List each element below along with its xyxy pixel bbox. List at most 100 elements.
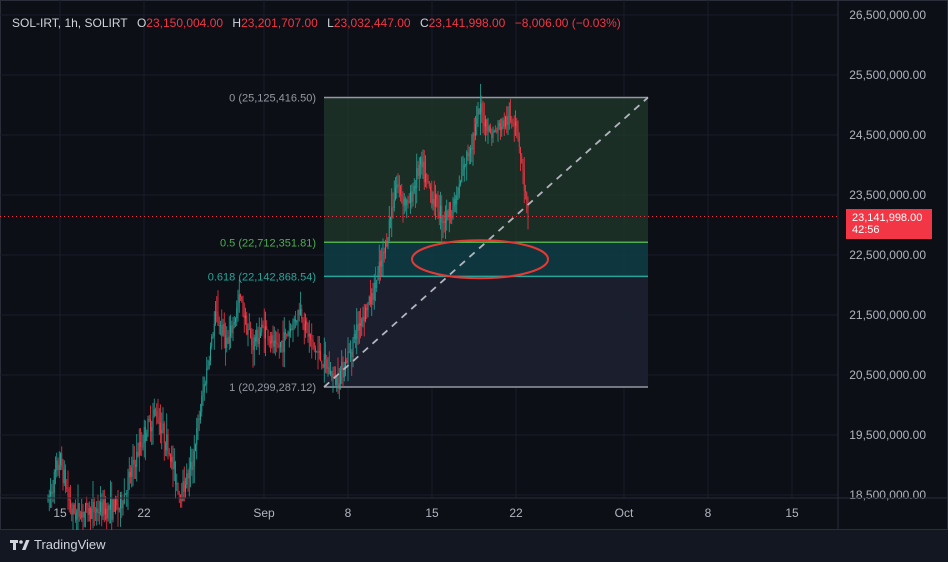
candle-body: [192, 466, 194, 470]
candle-body: [316, 351, 318, 353]
tradingview-logo[interactable]: TradingView: [10, 537, 106, 552]
candle-body: [263, 327, 265, 339]
candle-body: [335, 374, 336, 385]
candle-body: [251, 337, 253, 346]
candle-body: [108, 505, 110, 510]
candle-body: [237, 302, 239, 308]
candle-body: [276, 342, 278, 344]
candle-body: [101, 502, 103, 517]
candle-body: [345, 360, 346, 372]
candle-body: [318, 351, 320, 353]
candle-body: [217, 312, 219, 326]
time-axis[interactable]: 15 22 Sep 8 15 22 Oct 8 15: [0, 497, 948, 520]
candle-body: [432, 198, 434, 204]
candle-body: [506, 116, 508, 125]
candle-body: [47, 496, 49, 501]
fib-level-label: 0.618 (22,142,868.54): [208, 271, 316, 283]
candle-body: [291, 328, 293, 330]
candle-body: [233, 322, 235, 325]
candle-body: [333, 374, 335, 375]
candle-body: [417, 168, 419, 176]
candle-body: [195, 445, 196, 452]
candle-body: [288, 331, 290, 336]
candle-body: [388, 219, 390, 238]
candle-body: [57, 460, 59, 470]
candle-body: [380, 261, 381, 267]
candle-body: [321, 360, 323, 364]
candle-body: [523, 170, 525, 192]
last-price-value: 23,141,998.00: [852, 212, 923, 225]
candle-body: [80, 516, 81, 518]
candle-body: [490, 126, 491, 134]
open-label: O: [136, 16, 147, 30]
candle-body: [87, 505, 89, 515]
candle-body: [111, 498, 113, 520]
candle-body: [178, 493, 180, 495]
candle-body: [512, 122, 514, 125]
bar-countdown: 42:56: [852, 224, 880, 237]
candle-body: [223, 324, 225, 336]
candle-body: [72, 504, 74, 515]
candle-body: [342, 362, 344, 378]
candle-body: [292, 320, 294, 330]
candle-body: [301, 308, 303, 319]
candle-body: [448, 202, 450, 217]
candle-body: [477, 108, 479, 119]
candle-body: [58, 464, 60, 470]
candle-body: [358, 323, 360, 331]
candle-body: [133, 459, 135, 465]
candle-body: [365, 307, 366, 321]
candle-body: [137, 451, 139, 457]
price-axis[interactable]: 26,500,000.00 25,500,000.00 24,500,000.00 2…: [837, 0, 926, 530]
candle-body: [297, 309, 299, 321]
candle-body: [113, 499, 115, 512]
fib-level-label: 0.5 (22,712,351.81): [220, 237, 316, 249]
candle-body: [353, 334, 355, 340]
candle-body: [526, 192, 528, 201]
highlight-ellipse[interactable]: [411, 239, 549, 280]
candle-body: [295, 319, 296, 323]
candle-body: [235, 318, 236, 323]
candle-body: [507, 116, 509, 125]
candle-body: [275, 340, 276, 343]
fibonacci-retracement[interactable]: 0 (25,125,416.50) 0.5 (22,712,351.81) 0.61…: [208, 92, 648, 394]
candle-body: [466, 151, 468, 166]
candle-body: [188, 467, 190, 479]
candle-body: [122, 503, 124, 509]
candle-body: [307, 324, 309, 337]
candle-body: [413, 185, 415, 192]
candle-body: [145, 426, 146, 441]
candle-body: [166, 434, 168, 451]
candle-body: [446, 210, 448, 221]
candle-body: [161, 429, 163, 434]
candle-body: [238, 294, 240, 303]
candle-body: [272, 335, 274, 347]
candle-body: [268, 339, 270, 341]
candle-body: [77, 503, 79, 511]
candle-body: [150, 419, 151, 432]
candle-body: [337, 377, 339, 389]
candle-body: [470, 147, 471, 154]
candle-body: [107, 505, 109, 519]
candle-body: [468, 153, 470, 157]
candle-body: [125, 493, 126, 495]
candle-body: [473, 133, 475, 136]
drawing-overlays[interactable]: [0, 96, 838, 388]
candle-body: [405, 198, 406, 206]
candle-body: [520, 147, 521, 156]
candle-body: [52, 492, 54, 494]
candle-body: [273, 340, 275, 347]
candle-body: [160, 422, 161, 434]
candle-body: [420, 157, 421, 165]
candle-body: [521, 155, 523, 164]
symbol-label: SOL-IRT, 1h, SOLIRT: [12, 16, 128, 30]
candle-body: [121, 494, 123, 509]
candle-body: [216, 311, 218, 313]
candle-body: [421, 157, 423, 168]
candle-body: [278, 345, 280, 348]
candle-body: [200, 411, 201, 420]
candle-body: [285, 332, 286, 335]
candle-body: [152, 415, 154, 428]
candle-body: [498, 123, 500, 126]
